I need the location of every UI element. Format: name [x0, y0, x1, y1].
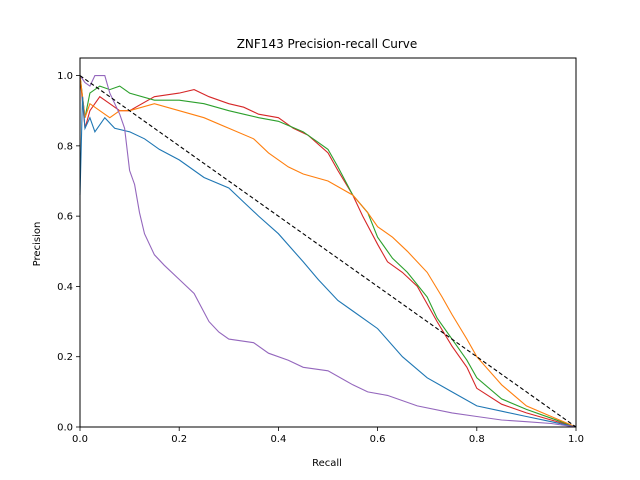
y-tick-label: 0.4: [57, 282, 73, 293]
chart-title: ZNF143 Precision-recall Curve: [237, 37, 418, 51]
plot-area: [79, 75, 577, 428]
y-tick-label: 1.0: [57, 71, 73, 82]
x-tick-label: 0.8: [469, 434, 485, 445]
x-axis-ticks: 0.0 0.2 0.4 0.6 0.8 1.0: [72, 427, 584, 445]
series-line-4: [79, 96, 577, 428]
x-tick-label: 0.2: [171, 434, 187, 445]
series-line-2: [79, 75, 577, 428]
y-tick-label: 0.6: [57, 212, 73, 223]
axes-frame: [79, 57, 577, 428]
series-line-5: [79, 75, 577, 428]
y-axis-ticks: 0.0 0.2 0.4 0.6 0.8 1.0: [57, 71, 80, 434]
x-tick-label: 1.0: [568, 434, 584, 445]
x-tick-label: 0.0: [72, 434, 88, 445]
x-tick-label: 0.4: [270, 434, 286, 445]
x-axis-label: Recall: [312, 458, 342, 469]
x-tick-label: 0.6: [370, 434, 386, 445]
y-tick-label: 0.8: [57, 141, 73, 152]
y-tick-label: 0.2: [57, 352, 73, 363]
y-axis-label: Precision: [32, 222, 43, 267]
baseline-dashed-line: [79, 75, 577, 428]
y-tick-label: 0.0: [57, 423, 73, 434]
